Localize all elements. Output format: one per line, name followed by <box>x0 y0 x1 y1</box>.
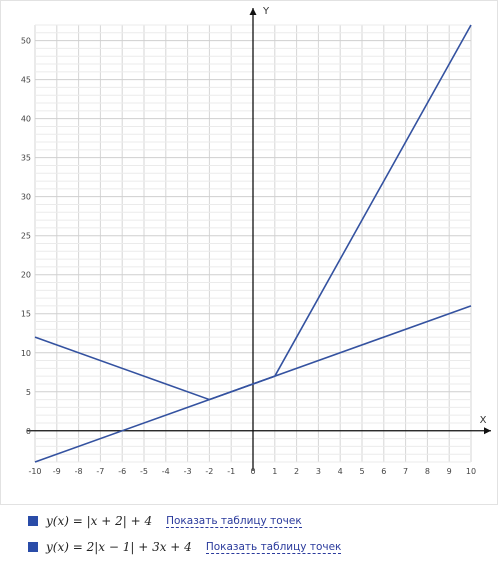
legend-item-2: y(x) = 2|x − 1| + 3x + 4 Показать таблиц… <box>28 540 342 554</box>
x-tick-label: -10 <box>28 467 41 476</box>
series-line-2 <box>34 24 472 463</box>
legend-item-1: y(x) = |x + 2| + 4 Показать таблицу точе… <box>28 514 302 528</box>
y-tick-label: 20 <box>21 271 31 280</box>
y-tick-label: 40 <box>21 115 31 124</box>
x-tick-label: 7 <box>403 467 408 476</box>
y-tick-label: 10 <box>21 349 31 358</box>
x-tick-label: -8 <box>75 467 83 476</box>
y-tick-label: 45 <box>21 76 31 85</box>
y-tick-label: 5 <box>26 388 31 397</box>
x-tick-label: 1 <box>272 467 277 476</box>
y-axis-label: Y <box>262 6 270 17</box>
x-tick-label: 9 <box>447 467 452 476</box>
y-tick-label: 50 <box>21 37 31 46</box>
x-tick-label: -3 <box>184 467 192 476</box>
show-points-table-link-1[interactable]: Показать таблицу точек <box>166 514 302 528</box>
show-points-table-link-2[interactable]: Показать таблицу точек <box>205 540 342 554</box>
legend-swatch-1 <box>28 516 38 526</box>
x-tick-label: 2 <box>294 467 299 476</box>
x-tick-label: -1 <box>227 467 235 476</box>
x-tick-label: -6 <box>118 467 126 476</box>
x-tick-label: 5 <box>359 467 364 476</box>
x-axis-label: X <box>480 415 487 426</box>
x-tick-label: 3 <box>316 467 321 476</box>
y-tick-label: 30 <box>21 193 31 202</box>
x-tick-label: 6 <box>381 467 386 476</box>
legend-swatch-2 <box>28 542 38 552</box>
function-plot: XY -10 -9 -8 -7 -6 -5 -4 -3 -2 -1 0 1 2 3 4 5 6 7 8 9 100510… <box>21 6 491 476</box>
y-tick-label: 35 <box>21 154 31 163</box>
legend-formula-2: y(x) = 2|x − 1| + 3x + 4 <box>46 540 192 554</box>
x-tick-label: 4 <box>338 467 343 476</box>
y-tick-label: 0 <box>26 427 31 436</box>
y-axis-arrow <box>249 8 257 15</box>
x-tick-label: 0 <box>250 467 255 476</box>
y-tick-label: 25 <box>21 232 31 241</box>
series-lines <box>34 24 472 463</box>
x-axis-arrow <box>484 427 491 435</box>
y-tick-label: 15 <box>21 310 31 319</box>
legend-formula-1: y(x) = |x + 2| + 4 <box>46 514 153 528</box>
x-tick-label: 10 <box>466 467 476 476</box>
x-tick-label: -2 <box>205 467 213 476</box>
axes: XY <box>27 6 491 471</box>
x-tick-label: -5 <box>140 467 148 476</box>
x-tick-label: -7 <box>96 467 104 476</box>
x-tick-label: 8 <box>425 467 430 476</box>
x-tick-label: -4 <box>162 467 170 476</box>
tick-labels: -10 -9 -8 -7 -6 -5 -4 -3 -2 -1 0 1 2 3 4 5 6 7 8 9 100510152… <box>21 37 476 476</box>
x-tick-label: -9 <box>53 467 61 476</box>
